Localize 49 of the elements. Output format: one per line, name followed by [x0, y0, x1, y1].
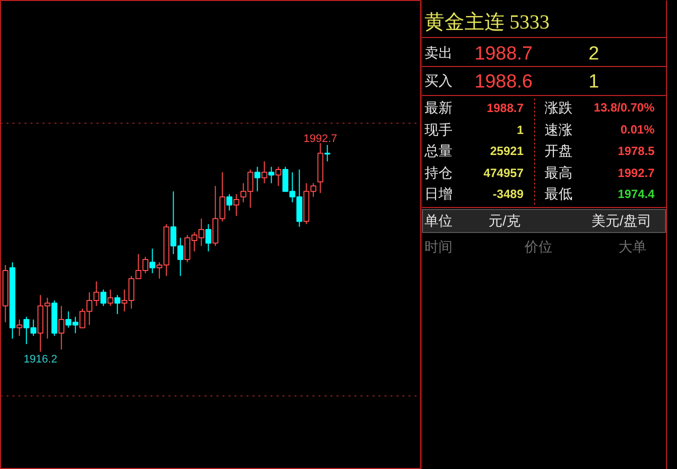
annotation: 1916.2: [24, 354, 58, 366]
text: 卖出: [424, 44, 452, 60]
text: 涨跌: [544, 100, 572, 116]
text: 25921: [490, 144, 524, 158]
text: 1988.7: [474, 44, 533, 64]
text: 速涨: [544, 122, 572, 138]
text: 持仓: [424, 164, 452, 180]
annotation: 1992.7: [304, 133, 338, 146]
text: -3489: [492, 187, 524, 201]
candlestick: [233, 194, 240, 216]
candlestick: [16, 319, 22, 336]
text: 美元/盘司: [592, 212, 652, 228]
text: 最高: [544, 164, 572, 180]
text: 买入: [424, 72, 452, 88]
text: 1988.6: [474, 72, 533, 92]
text: 最新: [424, 100, 452, 116]
text: 时间: [424, 238, 452, 254]
text: 最低: [544, 186, 572, 202]
candlestick: [254, 166, 260, 192]
text: 黄金主连 5333: [424, 10, 550, 34]
text: 0.01%: [620, 122, 655, 136]
candlestick: [317, 142, 324, 194]
text: 日增: [424, 186, 452, 202]
text: 元/克: [488, 212, 520, 228]
candlestick: [226, 194, 232, 211]
candlestick: [58, 305, 64, 350]
text: 13.8/0.70%: [594, 100, 655, 114]
candlestick: [149, 248, 156, 274]
candlestick: [2, 264, 8, 323]
text: 价位: [524, 238, 552, 254]
text: 2: [588, 44, 600, 64]
text: 1992.7: [618, 166, 655, 180]
candlestick: [268, 166, 274, 184]
text: 1988.7: [486, 101, 524, 115]
text: 1978.5: [618, 144, 655, 158]
text: 1: [516, 123, 524, 137]
text: 1: [588, 72, 600, 92]
candlestick: [100, 289, 106, 306]
text: 开盘: [544, 142, 572, 158]
text: 1974.4: [618, 187, 655, 201]
candlestick: [205, 224, 212, 252]
text: 总量: [424, 142, 452, 158]
text: 大单: [618, 238, 646, 254]
candlestick: [324, 144, 330, 162]
text: 现手: [424, 122, 452, 138]
text: 单位: [424, 212, 452, 228]
candlestick: [107, 289, 114, 306]
candlestick: [261, 160, 268, 184]
text: 474957: [483, 166, 524, 180]
